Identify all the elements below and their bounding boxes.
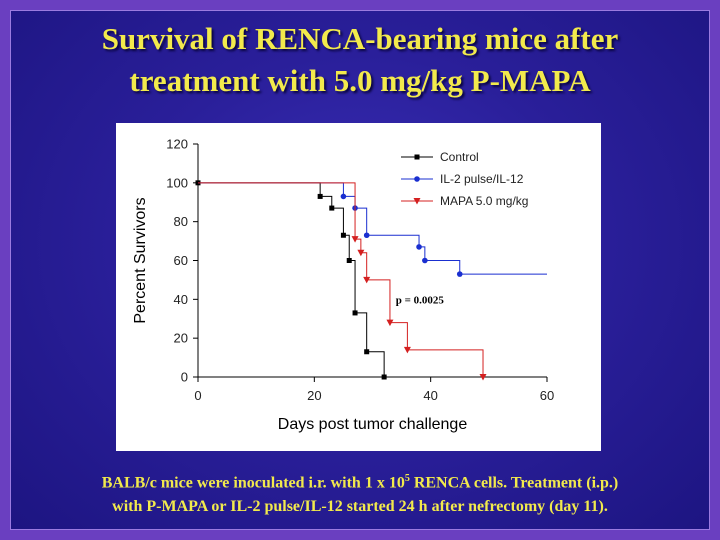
data-point-marker (364, 349, 370, 355)
y-tick-label: 0 (181, 370, 188, 385)
caption-line-2: with P-MAPA or IL-2 pulse/IL-12 started … (112, 498, 608, 516)
data-point-marker (351, 236, 359, 243)
caption-line-1: BALB/c mice were inoculated i.r. with 1 … (0, 467, 720, 495)
data-point-marker (357, 249, 365, 257)
legend-label: Control (440, 150, 479, 164)
data-point-marker (340, 232, 346, 238)
data-point-marker (386, 319, 394, 327)
data-point-marker (456, 271, 463, 277)
data-point-marker (479, 374, 487, 381)
legend-marker (414, 154, 420, 160)
slide-title: Survival of RENCA-bearing mice after tre… (0, 18, 720, 102)
caption-line-1-post: RENCA cells. Treatment (i.p.) (409, 474, 619, 492)
legend-marker (413, 198, 421, 205)
y-axis-title: Percent Survivors (132, 197, 149, 323)
axes: 0 20 40 60 80 100 120 0 20 40 60 (166, 137, 554, 404)
title-line-1: Survival of RENCA-bearing mice after (101, 21, 619, 56)
data-point-marker (363, 276, 371, 284)
x-axis-title: Days post tumor challenge (278, 416, 468, 433)
chart-panel: 0 20 40 60 80 100 120 0 20 40 60 Control IL-2 pulse… (116, 123, 601, 451)
x-tick-label: 60 (540, 388, 554, 403)
legend-label: MAPA 5.0 mg/kg (440, 194, 528, 208)
caption-exponent: 5 (404, 473, 410, 484)
y-tick-label: 40 (174, 292, 188, 307)
data-point-marker (317, 193, 323, 199)
x-tick-label: 40 (423, 388, 437, 403)
y-tick-label: 100 (166, 175, 188, 190)
slide-caption: BALB/c mice were inoculated i.r. with 1 … (0, 467, 720, 519)
y-tick-label: 120 (166, 137, 188, 152)
data-point-marker (422, 257, 428, 264)
survival-step-line (198, 182, 385, 377)
series-square (195, 180, 387, 380)
legend: Control IL-2 pulse/IL-12 MAPA 5.0 mg/kg (401, 150, 528, 208)
caption-line-1-pre: BALB/c mice were inoculated i.r. with 1 … (101, 474, 405, 492)
y-tick-label: 60 (174, 253, 188, 268)
series-layer (195, 180, 547, 381)
y-tick-label: 20 (174, 331, 188, 346)
p-value-annotation: p = 0.0025 (396, 294, 445, 306)
y-tick-label: 80 (174, 214, 188, 229)
series-circle (198, 182, 547, 277)
legend-marker (414, 176, 420, 182)
data-point-marker (352, 310, 358, 316)
legend-label: IL-2 pulse/IL-12 (440, 172, 524, 186)
survival-chart: 0 20 40 60 80 100 120 0 20 40 60 Control IL-2 pulse… (132, 137, 554, 434)
data-point-marker (403, 346, 411, 354)
survival-step-line (198, 182, 484, 377)
data-point-marker (346, 258, 352, 263)
x-tick-label: 20 (307, 388, 321, 403)
data-point-marker (340, 193, 347, 200)
series-triangle-down (198, 182, 487, 381)
data-point-marker (329, 205, 335, 211)
x-tick-label: 0 (194, 388, 201, 403)
data-point-marker (363, 232, 370, 239)
data-point-marker (381, 374, 387, 380)
title-line-2: treatment with 5.0 mg/kg P-MAPA (129, 63, 591, 98)
data-point-marker (416, 244, 422, 250)
